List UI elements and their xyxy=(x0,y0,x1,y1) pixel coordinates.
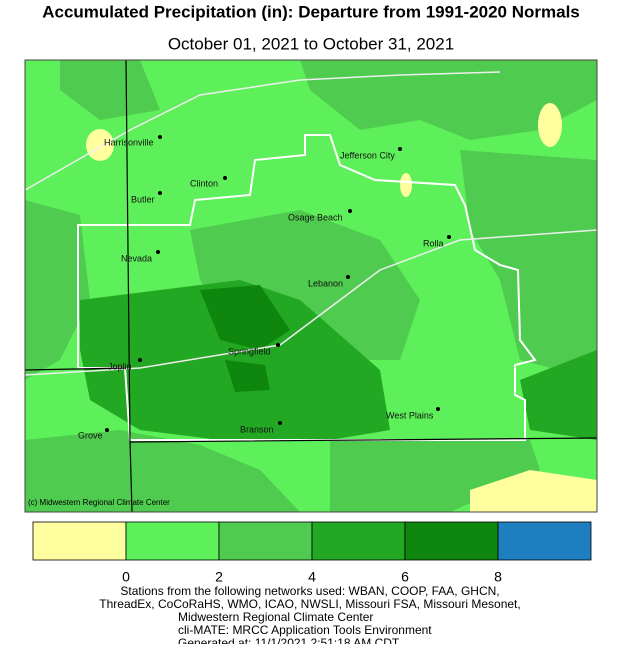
legend-swatch xyxy=(32,521,127,561)
region xyxy=(225,360,270,392)
city-label: Branson xyxy=(240,424,274,434)
city-dot xyxy=(346,275,350,279)
legend-swatch xyxy=(125,521,220,561)
map: Harrisonville Jefferson City Clinton Butler… xyxy=(24,59,598,513)
city-label: Grove xyxy=(78,430,103,440)
legend-tick-label: 4 xyxy=(308,569,316,585)
highway xyxy=(24,229,598,376)
legend-tick-label: 6 xyxy=(401,569,409,585)
city-dot xyxy=(158,135,162,139)
region xyxy=(25,200,90,380)
footer-line: Stations from the following networks use… xyxy=(120,584,499,598)
city-label: Jefferson City xyxy=(340,150,395,160)
city-dot xyxy=(398,147,402,151)
footer: Stations from the following networks use… xyxy=(99,584,520,649)
city-label: Harrisonville xyxy=(104,137,154,147)
city-dot xyxy=(105,428,109,432)
region xyxy=(60,60,160,120)
city-label: Nevada xyxy=(121,253,152,263)
region xyxy=(25,430,300,512)
state-line xyxy=(24,367,598,443)
city-dot xyxy=(278,421,282,425)
legend-swatch xyxy=(311,521,406,561)
legend-tick-label: 8 xyxy=(494,569,502,585)
region xyxy=(460,150,597,380)
subtitle: October 01, 2021 to October 31, 2021 xyxy=(168,34,454,53)
city-label: Clinton xyxy=(190,178,218,188)
legend-swatch xyxy=(218,521,313,561)
city-label: Springfield xyxy=(228,346,271,356)
region xyxy=(200,285,290,350)
city-label: Rolla xyxy=(423,238,444,248)
city-dot xyxy=(158,191,162,195)
footer-line: cli-MATE: MRCC Application Tools Environ… xyxy=(178,623,432,637)
legend-swatch xyxy=(404,521,499,561)
city-dot xyxy=(447,235,451,239)
region xyxy=(300,60,597,140)
footer-line: Generated at: 11/1/2021 2:51:18 AM CDT xyxy=(178,636,400,644)
city-dot xyxy=(156,250,160,254)
city-dot xyxy=(436,407,440,411)
footer-line: ThreadEx, CoCoRaHS, WMO, ICAO, NWSLI, Mi… xyxy=(99,597,520,611)
region-boundary xyxy=(77,134,537,441)
city-dot xyxy=(223,176,227,180)
city-label: Lebanon xyxy=(308,278,343,288)
region xyxy=(86,129,114,161)
legend: 0 2 4 6 8 xyxy=(32,521,592,585)
region xyxy=(538,103,562,147)
footer-line: Midwestern Regional Climate Center xyxy=(178,610,373,624)
region xyxy=(470,470,597,512)
state-line xyxy=(125,59,133,513)
city-dot xyxy=(138,358,142,362)
city-label: Osage Beach xyxy=(288,212,343,222)
region xyxy=(520,350,597,440)
map-frame xyxy=(24,59,598,513)
city-label: West Plains xyxy=(386,410,434,420)
city-label: Butler xyxy=(131,194,155,204)
city-dot xyxy=(348,209,352,213)
legend-swatch xyxy=(497,521,592,561)
city-label: Joplin xyxy=(108,361,132,371)
city-dot xyxy=(276,343,280,347)
legend-tick-label: 0 xyxy=(122,569,130,585)
region xyxy=(400,173,412,197)
legend-tick-label: 2 xyxy=(215,569,223,585)
highway xyxy=(24,71,501,191)
title: Accumulated Precipitation (in): Departur… xyxy=(42,2,580,21)
credit: (c) Midwestern Regional Climate Center xyxy=(28,498,170,507)
